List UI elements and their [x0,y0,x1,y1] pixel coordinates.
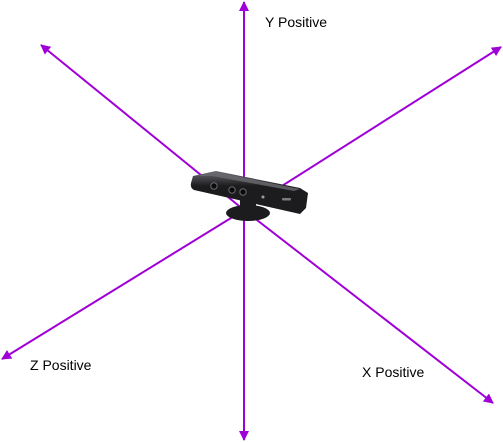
z-axis-negative-line [243,46,502,211]
sensor-logo [282,198,291,201]
sensor-lens-camera [228,186,236,194]
x-positive-label: X Positive [362,364,424,380]
sensor-base [226,205,270,221]
z-positive-label: Z Positive [30,357,92,373]
sensor-led [261,195,265,199]
sensor-lens-ir-emitter [210,182,218,190]
sensor-top-highlight [196,172,300,191]
x-axis-positive-line [243,209,494,404]
sensor-lens-depth [239,188,247,196]
sensor-body [190,171,308,214]
kinect-sensor [190,171,308,221]
y-positive-label: Y Positive [265,14,327,30]
z-axis-positive-line [1,209,245,360]
